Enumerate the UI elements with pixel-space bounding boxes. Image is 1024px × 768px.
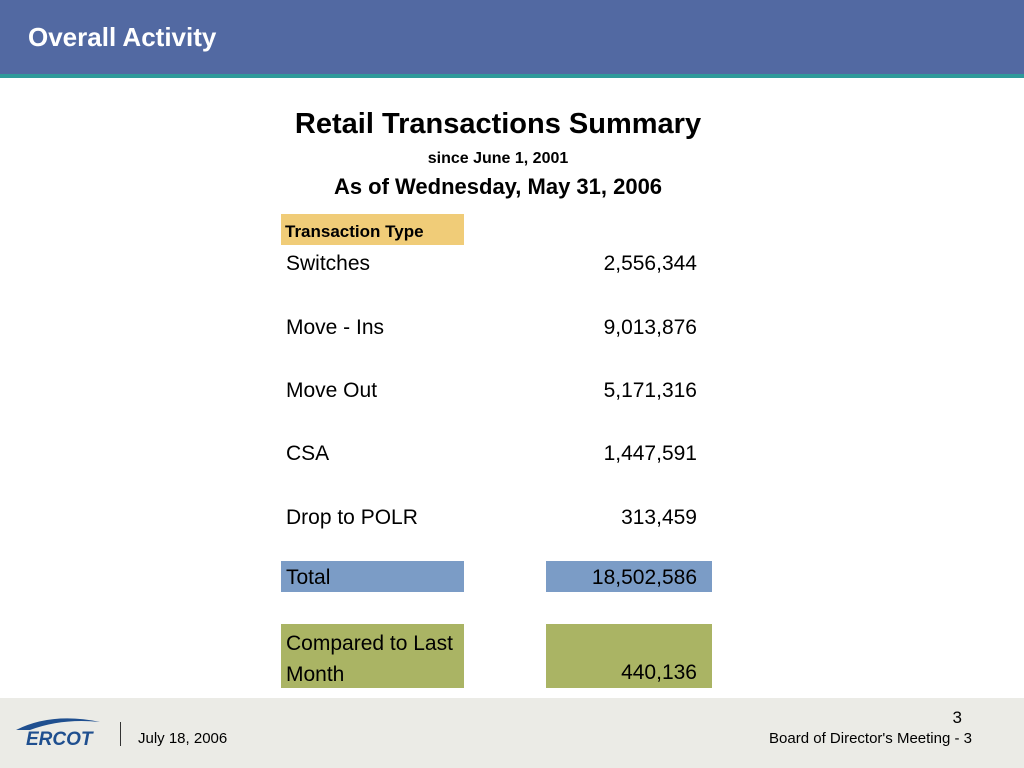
header-bar: Overall Activity <box>0 0 1024 78</box>
ercot-logo-text: ERCOT <box>26 729 94 750</box>
footer-date: July 18, 2006 <box>138 730 228 747</box>
row-label-drop-to-polr: Drop to POLR <box>286 506 418 529</box>
summary-title: Retail Transactions Summary <box>294 108 702 140</box>
ercot-logo: ERCOT <box>16 718 100 750</box>
row-value-drop-to-polr: 313,459 <box>621 506 697 529</box>
footer-meeting-title: Board of Director's Meeting - 3 <box>769 730 972 747</box>
row-label-switches: Switches <box>286 252 371 275</box>
row-label-move-out: Move Out <box>286 379 378 402</box>
column-header-transaction-type: Transaction Type <box>281 214 464 245</box>
slide-title: Overall Activity <box>28 22 217 52</box>
total-value: 18,502,586 <box>591 566 697 589</box>
row-value-switches: 2,556,344 <box>603 252 697 275</box>
comparison-value-cell <box>546 624 712 688</box>
summary-as-of-date: As of Wednesday, May 31, 2006 <box>333 174 663 199</box>
footer-divider <box>120 722 121 746</box>
row-value-csa: 1,447,591 <box>603 442 697 465</box>
row-value-move-out: 5,171,316 <box>603 379 697 402</box>
row-label-move-ins: Move - Ins <box>286 316 385 339</box>
comparison-label-cell <box>281 624 464 688</box>
comparison-value: 440,136 <box>621 661 697 684</box>
slide-page-number: 3 <box>952 708 962 727</box>
comparison-label: Compared to Last Month <box>286 632 453 686</box>
summary-subtitle: since June 1, 2001 <box>427 150 569 167</box>
footer-bar: ERCOT July 18, 2006 3 Board of Director'… <box>0 698 1024 768</box>
row-value-move-ins: 9,013,876 <box>603 316 697 339</box>
total-value-cell <box>546 561 712 592</box>
row-label-csa: CSA <box>286 442 330 465</box>
total-label: Total <box>286 566 331 589</box>
total-label-cell <box>281 561 464 592</box>
